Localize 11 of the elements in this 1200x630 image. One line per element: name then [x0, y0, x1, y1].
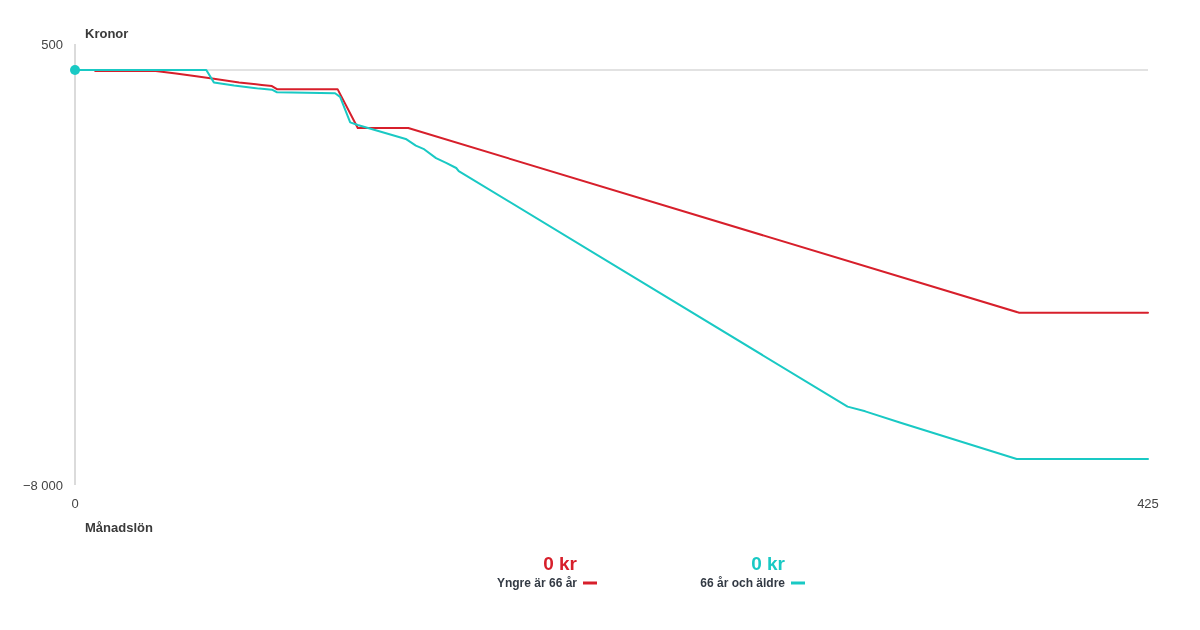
x-axis-title: Månadslön	[85, 520, 153, 535]
text: 0 kr	[543, 553, 578, 574]
legend-label: Yngre är 66 år	[496, 576, 578, 590]
x-tick-label: 425	[1137, 496, 1159, 511]
y-tick-label: −8 000	[22, 477, 63, 493]
line-series	[94, 69, 1149, 314]
legend-label: 66 år och äldre	[700, 576, 786, 590]
y-axis-title: Kronor	[85, 26, 129, 41]
text: 0 kr	[751, 553, 786, 574]
y-tick-label: 500	[41, 36, 63, 52]
x-tick-label: 0	[71, 496, 79, 511]
